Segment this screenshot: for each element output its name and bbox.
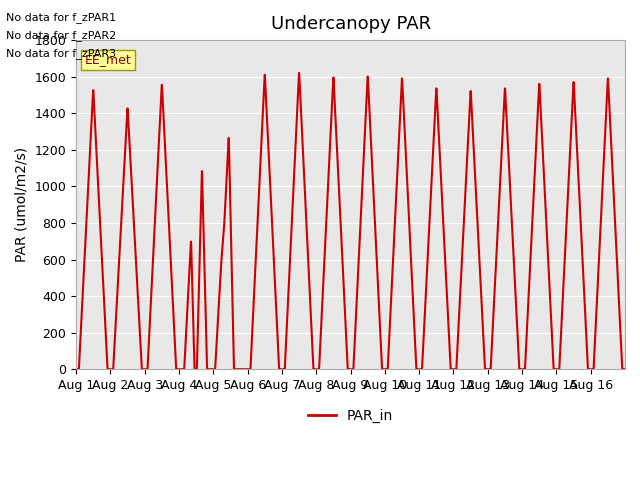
Legend: PAR_in: PAR_in: [303, 403, 399, 428]
Text: No data for f_zPAR1: No data for f_zPAR1: [6, 12, 116, 23]
Text: No data for f_zPAR2: No data for f_zPAR2: [6, 30, 116, 41]
Text: EE_met: EE_met: [84, 53, 131, 66]
Y-axis label: PAR (umol/m2/s): PAR (umol/m2/s): [15, 147, 29, 262]
Title: Undercanopy PAR: Undercanopy PAR: [271, 15, 431, 33]
Text: No data for f_zPAR3: No data for f_zPAR3: [6, 48, 116, 60]
